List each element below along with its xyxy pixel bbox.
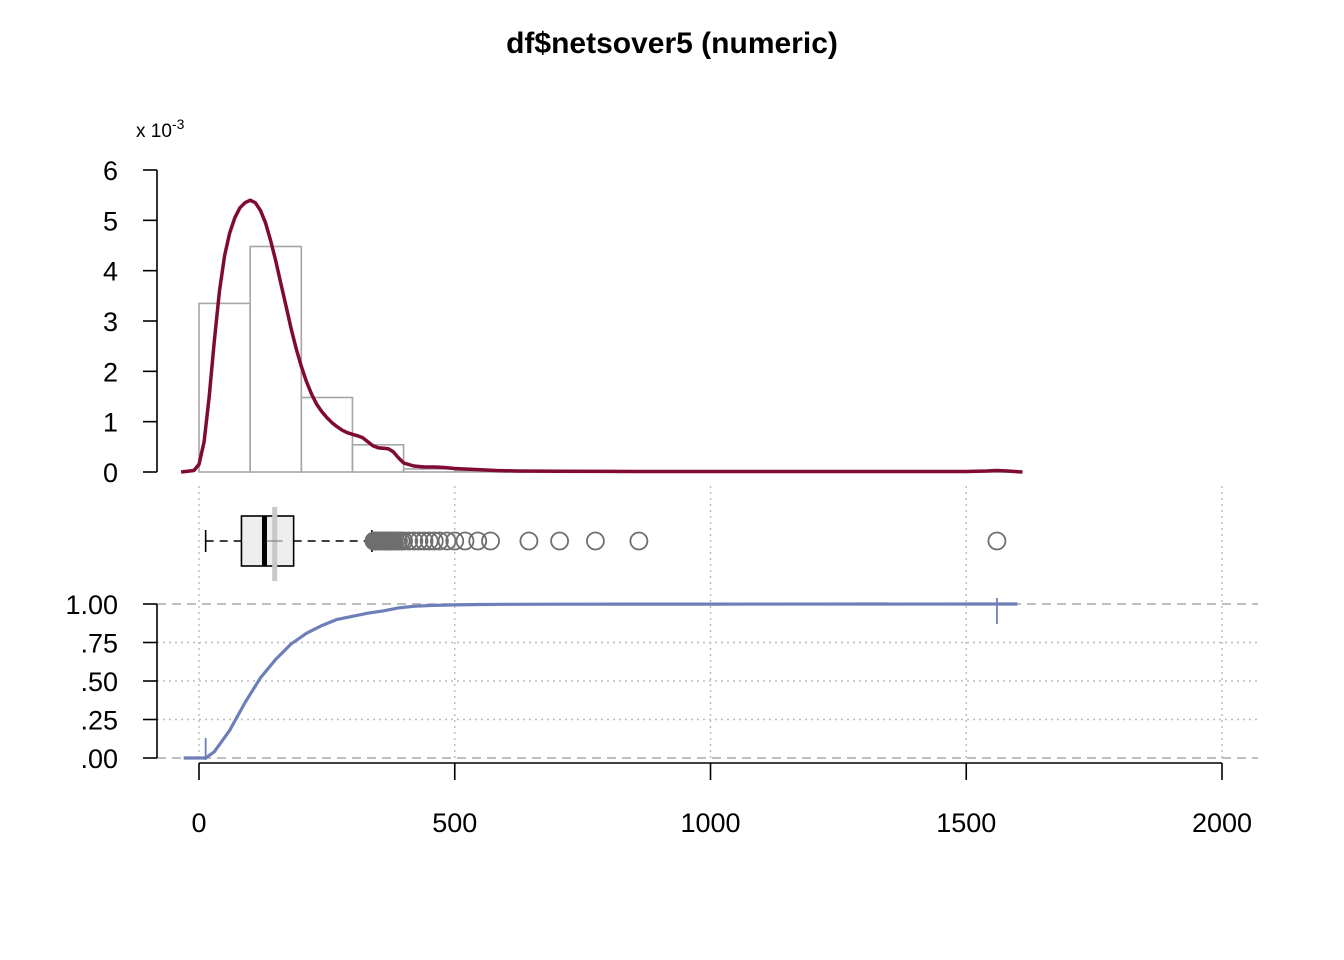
outlier-point (414, 531, 434, 551)
outlier-point (481, 531, 500, 551)
boxplot (204, 507, 1007, 581)
ecdf-y-tick-label: .50 (80, 667, 118, 697)
scale-label: x 10-3 (136, 116, 185, 142)
histogram-bar (351, 444, 405, 473)
outlier-point (586, 531, 605, 551)
outlier-point (550, 531, 570, 551)
x-tick-label: 1000 (680, 808, 740, 838)
outlier-point (424, 531, 444, 551)
histogram-y-tick-label: 6 (103, 156, 118, 186)
ecdf-y-tick-label: 1.00 (65, 590, 118, 620)
histogram-y-tick-label: 3 (103, 307, 118, 337)
grid-layer (157, 486, 1258, 759)
outlier-point (399, 531, 419, 551)
histogram-y-tick-label: 4 (103, 257, 118, 287)
scale-label-base: x 10 (136, 121, 172, 142)
histogram-y-tick-label: 5 (103, 206, 118, 236)
x-tick-label: 2000 (1192, 808, 1252, 838)
outlier-point (419, 531, 439, 551)
ecdf-plot (183, 598, 1018, 760)
ecdf-curve (183, 602, 1018, 760)
outlier-point (430, 531, 449, 551)
axes: 0 1 2 3 4 5 6 .00 .25 .50 .75 1.00 0 500 1000 1500 2000 (65, 156, 1252, 838)
ecdf-y-tick-label: .25 (80, 706, 118, 736)
density-curve (180, 198, 1023, 474)
outlier-point (409, 531, 429, 551)
outlier-point (404, 531, 424, 551)
histogram-y-tick-label: 1 (103, 408, 118, 438)
scale-label-exponent: -3 (172, 116, 185, 132)
histogram-y-tick-label: 0 (103, 458, 118, 488)
outlier-point (445, 531, 465, 551)
outlier-point (394, 531, 414, 551)
outlier-point (987, 531, 1007, 551)
x-tick-label: 1500 (936, 808, 996, 838)
histogram-bar (249, 245, 303, 473)
x-tick-label: 0 (191, 808, 206, 838)
x-tick-label: 500 (432, 808, 477, 838)
outlier-point (468, 531, 488, 551)
outlier-point (629, 531, 649, 551)
chart-title: df$netsover5 (numeric) (506, 27, 838, 60)
ecdf-y-tick-label: .75 (80, 629, 118, 659)
histogram (180, 198, 1023, 474)
ecdf-y-tick-label: .00 (80, 744, 118, 774)
histogram-y-tick-label: 2 (103, 357, 118, 387)
histogram-bar (300, 396, 354, 473)
outlier-point (437, 531, 457, 551)
outlier-point (455, 531, 475, 551)
histogram-bar (198, 302, 251, 473)
outlier-point (519, 531, 539, 551)
